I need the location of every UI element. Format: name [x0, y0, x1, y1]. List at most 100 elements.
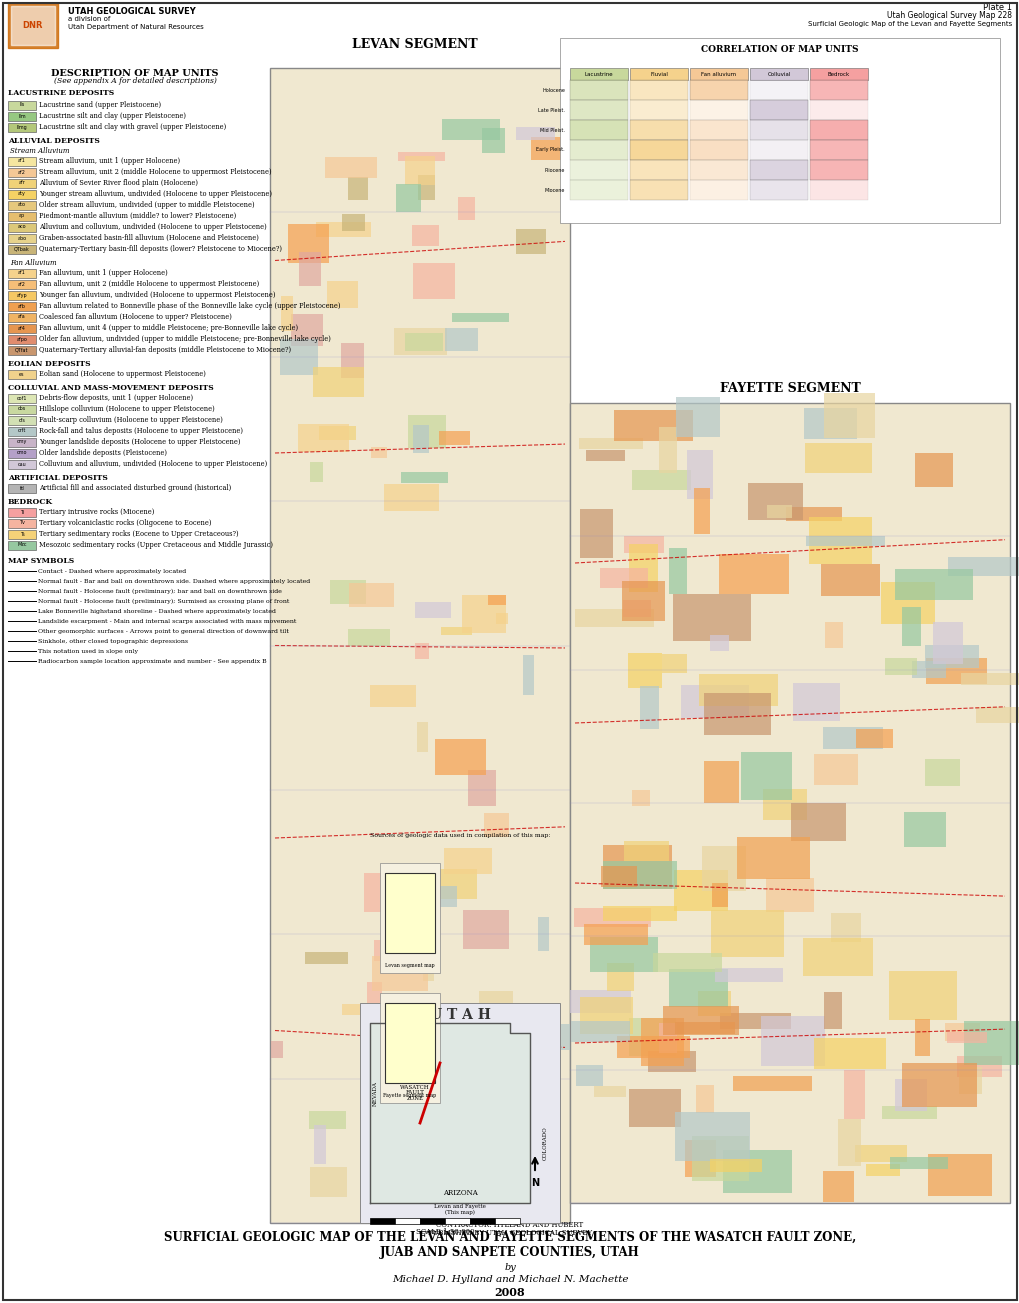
Bar [574, 908, 650, 926]
Bar [527, 1024, 570, 1050]
Bar [483, 1063, 534, 1079]
Bar [305, 951, 347, 964]
Bar [418, 176, 434, 201]
Bar [570, 403, 1009, 1203]
Text: af1: af1 [18, 271, 25, 275]
Text: Mesozoic sedimentary rocks (Upper Cretaceous and Middle Jurassic): Mesozoic sedimentary rocks (Upper Cretac… [39, 541, 273, 549]
Bar [432, 869, 476, 899]
Bar [854, 1145, 907, 1162]
Bar [652, 952, 721, 972]
Text: Stream alluvium, unit 2 (middle Holocene to uppermost Pleistocene): Stream alluvium, unit 2 (middle Holocene… [39, 168, 271, 176]
Text: a division of: a division of [68, 16, 110, 22]
Bar [673, 594, 750, 641]
Text: afpo: afpo [16, 336, 28, 341]
Text: Fan alluvium, unit 1 (upper Holocene): Fan alluvium, unit 1 (upper Holocene) [39, 268, 167, 278]
Bar [974, 708, 1019, 723]
Bar [622, 581, 664, 620]
Bar [658, 1023, 677, 1053]
Polygon shape [370, 1023, 530, 1203]
Text: Piedmont-mantle alluvium (middle? to lower? Pleistocene): Piedmont-mantle alluvium (middle? to low… [39, 212, 236, 220]
Text: SCALE 1:50,000: SCALE 1:50,000 [416, 1227, 474, 1235]
Text: Radiocarbon sample location approximate and number - See appendix B: Radiocarbon sample location approximate … [38, 658, 266, 663]
Bar [310, 1166, 346, 1197]
Text: Holocene: Holocene [541, 87, 565, 93]
Bar [704, 693, 770, 735]
Bar [895, 1079, 926, 1111]
Bar [423, 963, 433, 981]
Bar [8, 168, 36, 176]
Bar [8, 156, 36, 165]
Bar [809, 68, 867, 79]
Text: Late Pleist.: Late Pleist. [538, 108, 565, 112]
Text: Ts: Ts [19, 532, 24, 537]
Bar [417, 722, 428, 752]
Text: Tertiary sedimentary rocks (Eocene to Upper Cretaceous?): Tertiary sedimentary rocks (Eocene to Up… [39, 530, 238, 538]
Bar [482, 128, 504, 152]
Bar [576, 1065, 602, 1087]
Bar [395, 184, 420, 211]
Bar [658, 427, 676, 473]
Bar [630, 160, 688, 180]
Bar [830, 913, 860, 942]
Bar [8, 245, 36, 254]
Text: LACUSTRINE DEPOSITS: LACUSTRINE DEPOSITS [8, 89, 114, 96]
Bar [766, 506, 791, 519]
Bar [630, 100, 688, 120]
Bar [624, 842, 668, 861]
Text: QTfat: QTfat [15, 348, 29, 353]
Bar [623, 536, 663, 552]
Text: Pliocene: Pliocene [544, 168, 565, 172]
Text: aco: aco [17, 224, 26, 229]
Text: Tertiary intrusive rocks (Miocene): Tertiary intrusive rocks (Miocene) [39, 508, 154, 516]
Bar [341, 214, 365, 231]
Bar [765, 878, 813, 912]
Text: fd: fd [19, 486, 24, 490]
Text: Levan segment map: Levan segment map [385, 963, 434, 968]
Bar [901, 1063, 976, 1106]
Bar [697, 992, 731, 1016]
Bar [785, 507, 841, 521]
Text: Surficial Geologic Map of the Levan and Fayette Segments: Surficial Geologic Map of the Levan and … [807, 21, 1011, 27]
Bar [630, 180, 688, 199]
Bar [844, 1070, 864, 1119]
Text: ARIZONA: ARIZONA [442, 1190, 477, 1197]
Text: Fan Alluvium: Fan Alluvium [10, 259, 57, 267]
Bar [630, 68, 688, 79]
Bar [484, 813, 508, 837]
Bar [914, 453, 952, 487]
Bar [370, 1218, 394, 1224]
Text: ALLUVIAL DEPOSITS: ALLUVIAL DEPOSITS [8, 137, 100, 145]
Bar [600, 866, 637, 887]
Bar [570, 180, 628, 199]
Bar [632, 470, 691, 490]
Bar [324, 158, 376, 179]
Bar [689, 180, 747, 199]
Bar [925, 658, 986, 684]
Bar [749, 139, 807, 160]
Text: BEDROCK: BEDROCK [8, 498, 53, 506]
Bar [593, 1085, 626, 1097]
Text: Fluvial: Fluvial [649, 72, 667, 77]
Bar [692, 1136, 748, 1181]
Bar [11, 7, 55, 46]
Bar [413, 425, 428, 453]
Bar [470, 1218, 494, 1224]
Bar [8, 404, 36, 413]
Bar [693, 489, 709, 534]
Bar [496, 612, 507, 624]
Bar [8, 335, 36, 344]
Bar [8, 345, 36, 354]
Bar [451, 313, 508, 322]
Bar [327, 281, 358, 308]
Text: Fan alluvium related to Bonneville phase of the Bonneville lake cycle (upper Ple: Fan alluvium related to Bonneville phase… [39, 302, 340, 310]
Bar [932, 622, 963, 663]
Bar [749, 180, 807, 199]
Bar [488, 595, 505, 605]
Bar [957, 1055, 1002, 1078]
Bar [517, 1031, 553, 1048]
Text: aty: aty [18, 192, 25, 197]
Bar [579, 509, 612, 559]
Bar [430, 1144, 489, 1178]
Text: Fan alluvium, unit 4 (upper to middle Pleistocene; pre-Bonneville lake cycle): Fan alluvium, unit 4 (upper to middle Pl… [39, 324, 298, 332]
Text: Colluvial: Colluvial [766, 72, 790, 77]
